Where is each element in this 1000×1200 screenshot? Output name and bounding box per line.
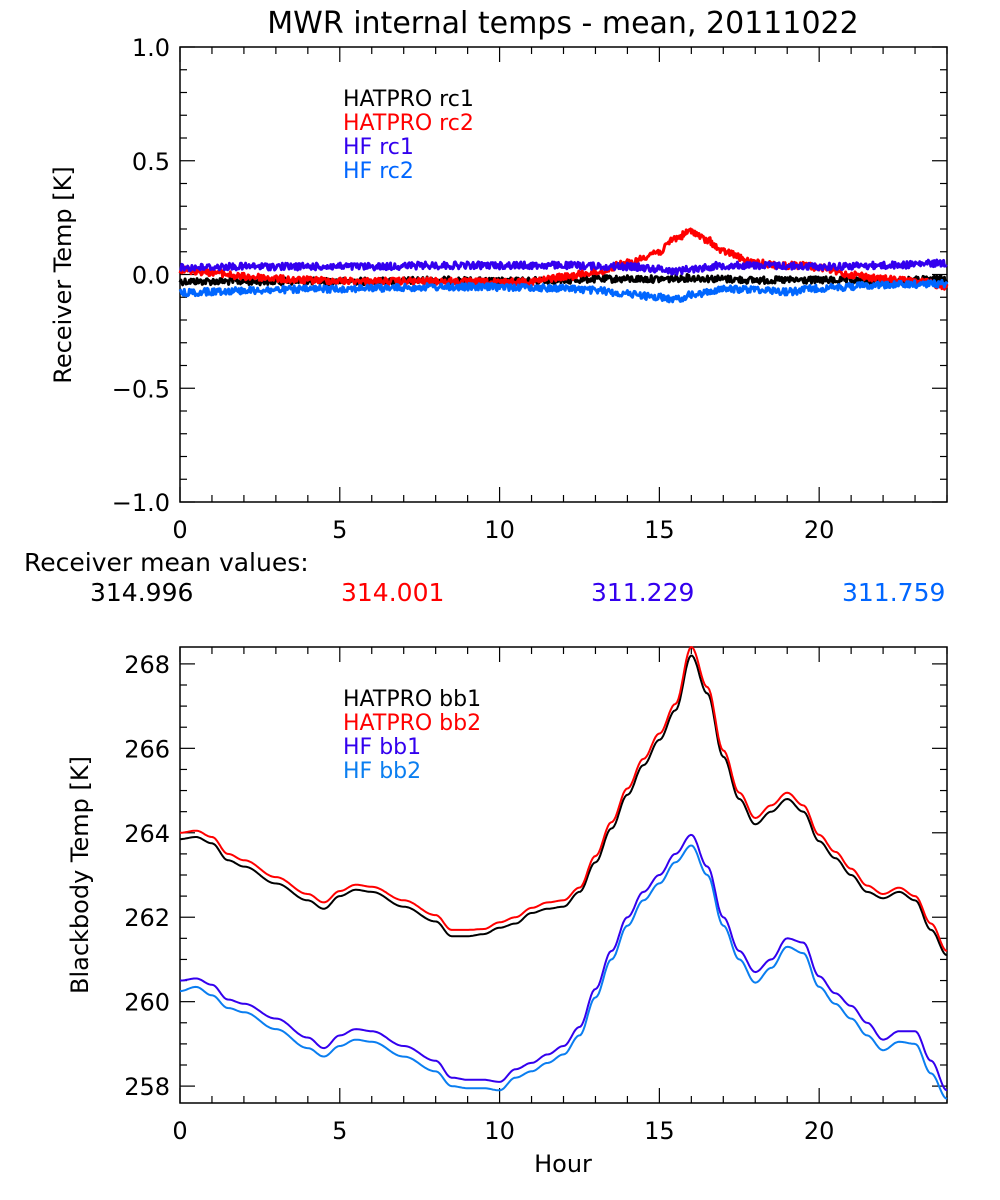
receiver-series-lines (178, 227, 949, 304)
mean-value-hf-rc2: 311.759 (842, 578, 945, 607)
blackbody-y-tick-label: 258 (124, 1073, 170, 1101)
blackbody-y-tick-label: 266 (124, 735, 170, 763)
blackbody-y-tick-label: 262 (124, 904, 170, 932)
blackbody-x-tick-label: 15 (644, 1117, 675, 1145)
blackbody-temp-panel: 0 5 10 15 20 258 260 262 264 266 268 Blackbody Tem… (66, 646, 948, 1178)
mean-value-hatpro-rc2: 314.001 (341, 578, 444, 607)
blackbody-plot-frame (179, 646, 948, 1104)
receiver-y-tick-label: 1.0 (132, 34, 170, 62)
blackbody-y-tick-label: 260 (124, 989, 170, 1017)
legend-entry: HATPRO bb2 (343, 711, 481, 736)
legend-entry: HATPRO bb1 (343, 687, 481, 712)
mean-value-hf-rc1: 311.229 (591, 578, 694, 607)
legend-entry: HF bb1 (343, 735, 421, 760)
blackbody-y-tick-label: 264 (124, 820, 170, 848)
x-axis-label: Hour (534, 1150, 592, 1178)
receiver-y-axis-label: Receiver Temp [K] (49, 166, 77, 384)
mean-values-label: Receiver mean values: (24, 548, 309, 577)
receiver-x-tick-label: 5 (332, 516, 347, 544)
blackbody-x-tick-label: 20 (804, 1117, 835, 1145)
blackbody-series-hf-bb2 (179, 844, 948, 1100)
blackbody-series-hatpro-bb2 (179, 646, 948, 952)
blackbody-y-tick-label: 268 (124, 651, 170, 679)
blackbody-series-hf-bb1 (179, 833, 948, 1092)
receiver-y-tick-label: −0.5 (112, 375, 170, 403)
legend-entry: HATPRO rc1 (343, 87, 474, 112)
receiver-x-tick-label: 20 (804, 516, 835, 544)
receiver-series-hf-rc1 (179, 258, 948, 276)
blackbody-series-hatpro-bb1 (180, 654, 948, 957)
receiver-plot-frame (179, 46, 948, 503)
receiver-temp-panel: 0 5 10 15 20 −1.0 −0.5 0.0 0.5 1.0 Receiver Temp … (49, 34, 949, 544)
blackbody-axis-ticks: 0 5 10 15 20 258 260 262 264 266 268 (124, 647, 948, 1145)
receiver-x-tick-label: 10 (484, 516, 515, 544)
blackbody-legend: HATPRO bb1 HATPRO bb2 HF bb1 HF bb2 (343, 687, 481, 784)
chart-title: MWR internal temps - mean, 20111022 (267, 6, 858, 41)
receiver-x-tick-label: 15 (644, 516, 675, 544)
receiver-y-tick-label: 0.5 (132, 148, 170, 176)
mean-value-hatpro-rc1: 314.996 (90, 578, 193, 607)
legend-entry: HF rc2 (343, 159, 414, 184)
receiver-axis-ticks: 0 5 10 15 20 −1.0 −0.5 0.0 0.5 1.0 (112, 34, 948, 544)
blackbody-x-tick-label: 0 (172, 1117, 187, 1145)
blackbody-y-axis-label: Blackbody Temp [K] (66, 756, 94, 994)
legend-entry: HF rc1 (343, 135, 414, 160)
blackbody-x-tick-label: 10 (484, 1117, 515, 1145)
receiver-y-tick-label: −1.0 (112, 489, 170, 517)
receiver-legend: HATPRO rc1 HATPRO rc2 HF rc1 HF rc2 (343, 87, 474, 184)
receiver-y-tick-label: 0.0 (132, 262, 170, 290)
blackbody-series-lines (179, 646, 948, 1100)
receiver-series-hf-rc2 (178, 279, 949, 304)
blackbody-x-tick-label: 5 (332, 1117, 347, 1145)
legend-entry: HATPRO rc2 (343, 111, 474, 136)
receiver-x-tick-label: 0 (172, 516, 187, 544)
legend-entry: HF bb2 (343, 759, 421, 784)
